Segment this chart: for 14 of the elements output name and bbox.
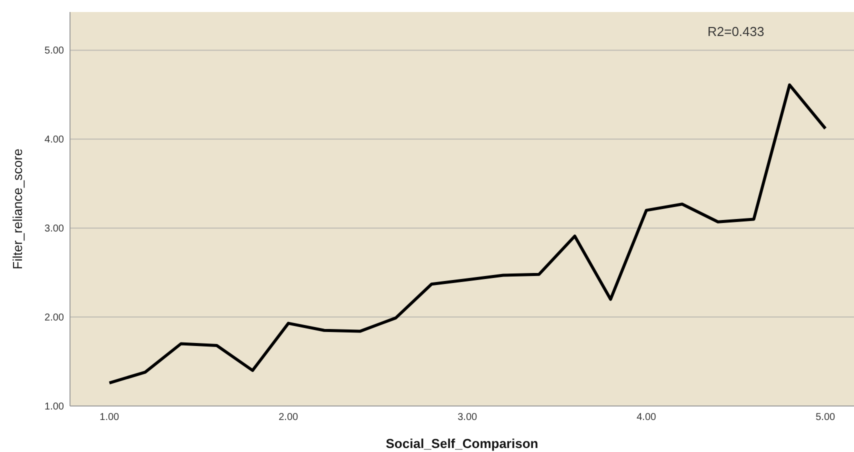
- x-tick-label: 5.00: [816, 412, 836, 423]
- line-series: [108, 83, 827, 384]
- x-axis-title: Social_Self_Comparison: [386, 436, 538, 451]
- y-axis-title: Filter_reliance_score: [10, 148, 25, 270]
- x-tick-label: 1.00: [100, 412, 120, 423]
- y-tick-label: 2.00: [44, 312, 64, 324]
- y-tick-label: 3.00: [44, 224, 64, 235]
- x-tick-label: 4.00: [636, 412, 657, 423]
- y-tick-label: 1.00: [44, 402, 64, 412]
- annotation: R2=0.433: [707, 24, 764, 39]
- x-tick-label: 3.00: [458, 412, 478, 423]
- y-tick-label: 5.00: [44, 46, 64, 57]
- y-tick-label: 4.00: [44, 134, 64, 146]
- x-tick-label: 2.00: [278, 412, 299, 423]
